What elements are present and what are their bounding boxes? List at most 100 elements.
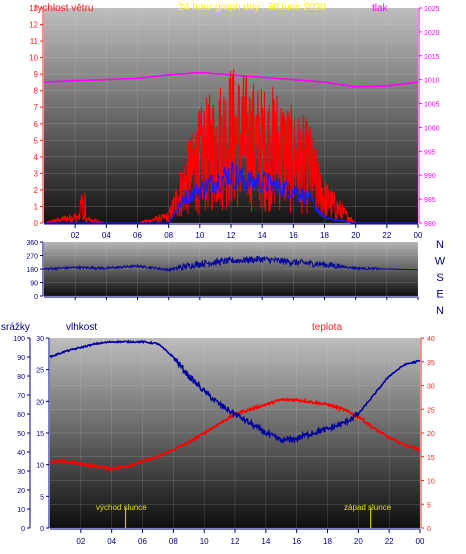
pressure-tick-label: 1000 <box>424 125 440 132</box>
wind-tick-label: 11 <box>30 37 39 46</box>
time-tick-label: 00 <box>416 537 425 546</box>
wind-direction-line <box>43 255 419 273</box>
rain-tick-label: 70 <box>17 393 25 400</box>
pressure-tick-label: 990 <box>424 173 436 180</box>
axes: 0123456789101112139809859909951000100510… <box>13 4 445 546</box>
rain-tick-label: 40 <box>17 450 25 457</box>
temperature-tick-label: 15 <box>427 455 435 462</box>
humidity-line <box>49 339 421 444</box>
rain-tick-label: 60 <box>17 412 25 419</box>
temperature-tick-label: 10 <box>427 479 435 486</box>
wind-tick-label: 1 <box>34 202 39 211</box>
temperature-tick-label: 5 <box>427 502 431 509</box>
time-tick-label: 06 <box>138 537 147 546</box>
compass-label: E <box>436 289 443 301</box>
time-tick-label: 04 <box>102 231 111 240</box>
compass-label: N <box>436 305 444 317</box>
humidity-label: vlhkost <box>66 322 97 333</box>
time-tick-label: 10 <box>200 537 209 546</box>
humidity-tick-label: 0 <box>40 526 44 533</box>
rain-tick-label: 0 <box>21 526 25 533</box>
temperature-tick-label: 30 <box>427 384 435 391</box>
wind-tick-label: 7 <box>34 103 39 112</box>
rain-tick-label: 20 <box>17 488 25 495</box>
time-tick-label: 16 <box>292 537 301 546</box>
wind-tick-label: 8 <box>34 87 39 96</box>
time-tick-label: 22 <box>385 537 394 546</box>
time-tick-label: 18 <box>320 231 329 240</box>
wind-tick-label: 10 <box>29 54 38 63</box>
wind-tick-label: 6 <box>34 120 39 129</box>
wind-tick-label: 12 <box>29 21 38 30</box>
pressure-tick-label: 1005 <box>424 102 440 109</box>
temperature-tick-label: 40 <box>427 336 435 343</box>
sunset-label: západ slunce <box>344 503 392 512</box>
grid-lines <box>44 7 421 529</box>
wind-average-line <box>44 161 418 224</box>
wind-tick-label: 9 <box>34 70 39 79</box>
pressure-tick-label: 1015 <box>424 54 440 61</box>
wind-tick-label: 3 <box>34 169 39 178</box>
chart-title: 24 hour graph day : 30June 2020 <box>178 2 326 13</box>
wind-tick-label: 13 <box>29 4 38 13</box>
compass-label: W <box>435 256 446 268</box>
rain-tick-label: 10 <box>17 507 25 514</box>
humidity-tick-label: 20 <box>36 399 44 406</box>
data-series <box>43 68 421 528</box>
rain-label: srážky <box>1 322 30 333</box>
time-tick-label: 12 <box>231 537 240 546</box>
time-tick-label: 02 <box>71 231 80 240</box>
humidity-tick-label: 30 <box>36 336 44 343</box>
wind-tick-label: 2 <box>34 186 39 195</box>
wind-speed-label: rychlost větru <box>34 3 93 14</box>
time-tick-label: 08 <box>169 537 178 546</box>
wind-tick-label: 4 <box>34 153 39 162</box>
temperature-tick-label: 0 <box>427 526 431 533</box>
wind-tick-label: 5 <box>34 136 39 145</box>
pressure-tick-label: 985 <box>424 197 436 204</box>
time-tick-label: 16 <box>289 231 298 240</box>
sunrise-label: východ slunce <box>96 503 147 512</box>
humidity-tick-label: 25 <box>36 368 44 375</box>
direction-tick-label: 180 <box>26 267 38 274</box>
temperature-tick-label: 25 <box>427 407 435 414</box>
compass-label: N <box>436 239 444 251</box>
humidity-tick-label: 10 <box>36 463 44 470</box>
rain-tick-label: 100 <box>13 336 25 343</box>
pressure-label: tlak <box>372 3 389 14</box>
time-tick-label: 02 <box>76 537 85 546</box>
pressure-tick-label: 1010 <box>424 78 440 85</box>
pressure-tick-label: 1025 <box>424 6 440 13</box>
time-tick-label: 14 <box>261 537 270 546</box>
rain-tick-label: 50 <box>17 431 25 438</box>
pressure-tick-label: 995 <box>424 149 436 156</box>
compass-label: S <box>436 272 443 284</box>
temperature-label: teplota <box>312 322 342 333</box>
rain-tick-label: 80 <box>17 374 25 381</box>
time-tick-label: 04 <box>107 537 116 546</box>
time-tick-label: 14 <box>258 231 267 240</box>
time-tick-label: 10 <box>195 231 204 240</box>
time-tick-label: 00 <box>414 231 423 240</box>
time-tick-label: 20 <box>351 231 360 240</box>
rain-tick-label: 30 <box>17 469 25 476</box>
pressure-tick-label: 1020 <box>424 30 440 37</box>
humidity-tick-label: 15 <box>36 431 44 438</box>
direction-tick-label: 270 <box>26 254 38 261</box>
time-tick-label: 06 <box>133 231 142 240</box>
temperature-tick-label: 20 <box>427 431 435 438</box>
panel3-background <box>50 338 420 528</box>
humidity-tick-label: 5 <box>40 494 44 501</box>
time-tick-label: 20 <box>354 537 363 546</box>
direction-tick-label: 90 <box>30 281 38 288</box>
time-tick-label: 18 <box>323 537 332 546</box>
temperature-tick-label: 35 <box>427 360 435 367</box>
direction-tick-label: 0 <box>34 294 38 301</box>
wind-tick-label: 0 <box>34 219 39 228</box>
time-tick-label: 12 <box>227 231 236 240</box>
direction-tick-label: 360 <box>26 240 38 247</box>
pressure-tick-label: 980 <box>424 221 436 228</box>
time-tick-label: 22 <box>382 231 391 240</box>
